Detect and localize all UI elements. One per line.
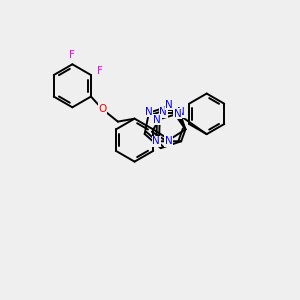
Text: N: N bbox=[174, 109, 182, 119]
Text: N: N bbox=[153, 115, 161, 125]
Text: N: N bbox=[165, 136, 172, 146]
Text: F: F bbox=[97, 67, 103, 76]
Text: N: N bbox=[145, 107, 153, 117]
Text: N: N bbox=[177, 107, 184, 117]
Text: N: N bbox=[160, 107, 167, 117]
Text: O: O bbox=[98, 104, 106, 114]
Text: N: N bbox=[165, 100, 173, 110]
Text: N: N bbox=[152, 136, 160, 146]
Text: F: F bbox=[69, 50, 75, 60]
